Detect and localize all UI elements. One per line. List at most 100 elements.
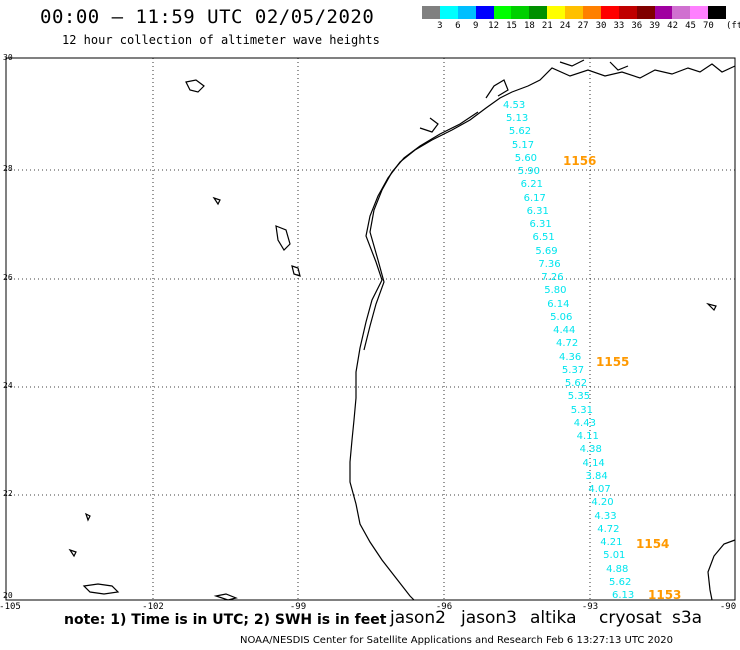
wave-height-value: 5.31 (570, 404, 594, 416)
wave-height-value: 4.11 (576, 431, 599, 443)
wave-height-value: 7.36 (538, 258, 561, 270)
colorbar-swatch (547, 6, 566, 19)
colorbar-swatch (493, 6, 512, 19)
wave-height-value: 4.20 (591, 497, 614, 509)
map-subtitle: 12 hour collection of altimeter wave hei… (62, 33, 380, 47)
wave-height-value: 4.33 (594, 510, 617, 522)
wave-height-value: 5.06 (550, 311, 573, 323)
lat-label-26: 26 (3, 273, 13, 282)
wave-height-value: 4.14 (582, 457, 605, 469)
credit-line: NOAA/NESDIS Center for Satellite Applica… (240, 635, 673, 646)
wave-height-value: 4.72 (597, 523, 620, 535)
lon-label-96: -96 (435, 602, 453, 612)
footer-note: note: 1) Time is in UTC; 2) SWH is in fe… (64, 612, 387, 628)
colorbar-swatch (708, 6, 727, 19)
wave-height-value: 6.21 (520, 179, 543, 191)
lake-3 (291, 265, 301, 277)
wave-height-value: 5.17 (511, 139, 535, 151)
wave-height-value: 4.43 (573, 417, 596, 429)
wave-height-value: 5.62 (508, 126, 532, 138)
colorbar-tick-label: 15 (506, 21, 517, 31)
wave-height-value: 4.72 (556, 338, 579, 350)
islet-3 (68, 548, 77, 558)
wave-height-value: 5.37 (561, 364, 585, 376)
colorbar-tick-label: 27 (577, 21, 589, 31)
pass-number-label: 1156 (563, 154, 597, 168)
colorbar-swatch (618, 6, 637, 19)
lat-label-22: 22 (3, 489, 13, 498)
coast-inlet-3 (559, 59, 585, 67)
wave-height-value: 5.35 (567, 391, 591, 403)
colorbar-tick-label: 9 (472, 21, 479, 31)
wave-height-value: 6.13 (612, 590, 635, 601)
colorbar-tick-label: 36 (631, 21, 643, 31)
wave-height-value: 4.36 (558, 351, 582, 363)
colorbar-tick-label: 24 (559, 21, 571, 31)
colorbar-swatch (565, 6, 584, 19)
wave-height-value: 5.62 (609, 576, 632, 588)
colorbar-tick-label: 45 (685, 21, 696, 31)
legend-jason3: jason3 (461, 608, 517, 628)
wave-height-value: 5.80 (544, 285, 567, 297)
colorbar-tick-label: 70 (702, 21, 714, 31)
lat-label-20: 20 (3, 591, 13, 600)
colorbar-swatch (600, 6, 619, 19)
colorbar-swatch (583, 6, 601, 19)
wave-height-value: 4.21 (600, 537, 623, 549)
wave-height-value: 6.31 (529, 219, 552, 231)
wave-height-colorbar (422, 6, 727, 19)
lake-1 (185, 79, 205, 93)
colorbar-swatch (690, 6, 709, 19)
legend-altika: altika (530, 608, 577, 628)
colorbar-unit: (ft) (726, 21, 740, 31)
colorbar-tick-label: 18 (523, 21, 535, 31)
lat-label-28: 28 (3, 164, 13, 173)
colorbar-swatch (422, 6, 440, 19)
colorbar-labels: 3 6 9 12 15 18 21 24 27 30 33 36 39 42 45 70 (422, 21, 740, 33)
colorbar-swatch (457, 6, 476, 19)
wave-height-value: 5.01 (603, 550, 626, 562)
colorbar-swatch (636, 6, 655, 19)
colorbar-tick-label: 3 (437, 21, 443, 31)
legend-s3a: s3a (672, 608, 703, 628)
coastline (68, 59, 736, 601)
lat-label-24: 24 (3, 381, 13, 390)
wave-height-value: 6.17 (523, 192, 546, 204)
barrier-island (363, 111, 479, 351)
legend-cryosat: cryosat (599, 608, 662, 628)
coast-inlet-2 (485, 79, 509, 99)
wave-height-value: 4.53 (503, 100, 526, 111)
map-title: 00:00 – 11:59 UTC 02/05/2020 (40, 6, 375, 28)
gulf-coastline (349, 63, 736, 601)
wave-height-value: 6.51 (532, 232, 555, 244)
islet-4 (84, 512, 91, 522)
coast-inlet-4 (609, 61, 629, 71)
legend-jason2: jason2 (390, 608, 446, 628)
lon-label-102: -102 (142, 602, 164, 612)
coast-inlet-1 (419, 117, 439, 133)
wave-height-value: 6.31 (526, 205, 549, 217)
lon-label-105: -105 (0, 602, 21, 612)
pass-number-label: 1154 (636, 537, 670, 551)
islet-5 (213, 593, 238, 601)
wave-height-value: 5.62 (564, 378, 588, 390)
wave-height-value: 4.07 (588, 484, 611, 496)
colorbar-tick-label: 6 (455, 21, 461, 31)
lat-label-30: 30 (3, 53, 13, 62)
islet-2 (706, 302, 717, 312)
lake-4 (82, 583, 120, 595)
pass-number-label: 1153 (648, 588, 682, 602)
wave-height-value: 7.26 (541, 272, 564, 284)
grid-lines (6, 58, 735, 600)
lon-label-93: -93 (581, 602, 599, 612)
wave-height-value: 6.14 (547, 298, 570, 310)
yucatan-coast (707, 539, 736, 601)
wave-height-value: 4.88 (606, 563, 629, 575)
pass-number-label: 1155 (596, 355, 630, 369)
colorbar-swatch (439, 6, 458, 19)
colorbar-tick-label: 39 (649, 21, 661, 31)
colorbar-swatch (529, 6, 548, 19)
colorbar-tick-label: 21 (541, 21, 553, 31)
colorbar-swatch (475, 6, 494, 19)
